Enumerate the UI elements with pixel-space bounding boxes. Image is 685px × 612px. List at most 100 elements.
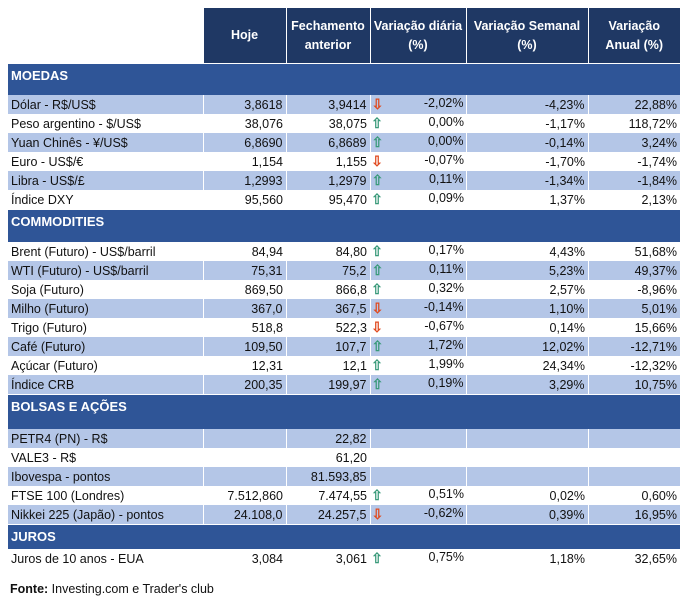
variacao-diaria-value: -0,07% — [424, 153, 464, 167]
table-row: WTI (Futuro) - US$/barril 75,31 75,2 ⇧ 0,11%… — [8, 261, 680, 280]
arrow-down-icon: ⇩ — [371, 153, 383, 169]
fechamento-cell: 24.257,5 — [285, 505, 370, 525]
table-row: Juros de 10 anos - EUA 3,084 3,061 ⇧ 0,75% 1,… — [8, 549, 680, 568]
variacao-semanal-cell: 24,34% — [542, 358, 585, 373]
table-row: Índice CRB 200,35 199,97 ⇧ 0,19% 3,29% 10,75% — [8, 375, 680, 395]
header-variacao-semanal: Variação Semanal (%) — [465, 8, 588, 64]
row-label: Índice CRB — [8, 375, 203, 395]
row-label: Trigo (Futuro) — [11, 320, 87, 335]
variacao-diaria-cell: ⇩ -0,07% — [370, 152, 466, 171]
arrow-up-icon: ⇧ — [371, 172, 384, 188]
variacao-semanal-cell: 4,43% — [549, 244, 585, 259]
variacao-diaria-cell: ⇧ 1,99% — [370, 356, 466, 375]
table-row: Libra - US$/£ 1,2993 1,2979 ⇧ 0,11% -1,34% -1,… — [8, 171, 680, 190]
table-row: Ibovespa - pontos 81.593,85 — [8, 467, 680, 486]
variacao-diaria-cell: ⇧ 1,72% — [369, 337, 466, 356]
table-row: Milho (Futuro) 367,0 367,5 ⇩ -0,14% 1,10% 5,01… — [8, 299, 680, 318]
variacao-diaria-cell: ⇧ 0,11% — [369, 261, 466, 280]
variacao-semanal-cell: 2,57% — [549, 282, 585, 297]
arrow-up-icon: ⇧ — [371, 115, 383, 131]
variacao-semanal-cell: 1,37% — [549, 192, 585, 207]
hoje-cell: 84,94 — [251, 244, 283, 259]
variacao-diaria-cell: ⇧ 0,00% — [369, 133, 466, 152]
table-row: FTSE 100 (Londres) 7.512,860 7.474,55 ⇧ 0,51… — [8, 486, 680, 505]
arrow-up-icon: ⇧ — [371, 243, 383, 259]
fechamento-cell: 95,470 — [328, 192, 367, 207]
variacao-diaria-value: 0,11% — [428, 262, 464, 276]
variacao-anual-cell: 49,37% — [587, 261, 680, 280]
market-table-container: Hoje Fechamento anterior Variação diária(… — [8, 8, 680, 568]
row-label: Índice DXY — [11, 192, 74, 207]
variacao-anual-cell: 2,13% — [641, 192, 677, 207]
row-label: PETR4 (PN) - R$ — [8, 429, 203, 448]
hoje-cell — [203, 448, 286, 467]
hoje-cell: 24.108,0 — [202, 505, 286, 525]
hoje-cell: 518,8 — [251, 320, 283, 335]
variacao-diaria-cell: ⇧ 0,09% — [370, 190, 466, 210]
variacao-diaria-cell: ⇩ -0,14% — [369, 299, 466, 318]
header-variacao-anual: Variação Anual (%) — [587, 8, 680, 64]
arrow-up-icon: ⇧ — [371, 550, 383, 566]
variacao-diaria-cell: ⇧ 0,17% — [370, 242, 466, 261]
section-header: BOLSAS E AÇÕES — [8, 394, 680, 429]
variacao-diaria-cell: ⇧ 0,11% — [369, 171, 466, 190]
row-label: VALE3 - R$ — [11, 450, 77, 465]
row-label: Brent (Futuro) - US$/barril — [11, 244, 156, 259]
fechamento-cell: 367,5 — [285, 299, 370, 318]
variacao-semanal-cell: 3,29% — [465, 375, 588, 395]
arrow-up-icon: ⇧ — [371, 376, 384, 392]
hoje-cell: 109,50 — [202, 337, 286, 356]
variacao-anual-cell: 16,95% — [587, 505, 680, 525]
variacao-anual-cell: 32,65% — [634, 551, 677, 566]
variacao-anual-cell: 51,68% — [634, 244, 677, 259]
arrow-up-icon: ⇧ — [371, 191, 383, 207]
hoje-cell: 367,0 — [202, 299, 286, 318]
variacao-diaria-cell: ⇩ -2,02% — [369, 95, 466, 114]
table-row: Índice DXY 95,560 95,470 ⇧ 0,09% 1,37% 2,13% — [8, 190, 680, 210]
variacao-semanal-cell: 1,10% — [465, 299, 588, 318]
table-row: Peso argentino - $/US$ 38,076 38,075 ⇧ 0,00%… — [8, 114, 680, 133]
table-row: Nikkei 225 (Japão) - pontos 24.108,0 24.25… — [8, 505, 680, 525]
variacao-diaria-value: 0,11% — [428, 172, 464, 186]
section-header: JUROS — [8, 524, 680, 549]
fechamento-cell: 866,8 — [335, 282, 367, 297]
row-label: WTI (Futuro) - US$/barril — [8, 261, 203, 280]
variacao-diaria-value: 0,09% — [428, 191, 464, 205]
hoje-cell: 3,084 — [251, 551, 283, 566]
fechamento-cell: 1,155 — [335, 154, 367, 169]
variacao-semanal-cell: 5,23% — [465, 261, 588, 280]
variacao-anual-cell: -12,32% — [630, 358, 677, 373]
fechamento-cell: 107,7 — [285, 337, 370, 356]
row-label: Yuan Chinês - ¥/US$ — [8, 133, 203, 152]
variacao-diaria-cell: ⇩ -0,62% — [369, 505, 466, 525]
table-row: Trigo (Futuro) 518,8 522,3 ⇩ -0,67% 0,14% 15,6… — [8, 318, 680, 337]
variacao-semanal-cell: 0,14% — [549, 320, 585, 335]
variacao-diaria-value: 0,51% — [428, 487, 464, 501]
variacao-diaria-value: -2,02% — [423, 96, 464, 110]
table-row: Brent (Futuro) - US$/barril 84,94 84,80 ⇧ 0,… — [8, 242, 680, 261]
hoje-cell: 75,31 — [202, 261, 286, 280]
variacao-diaria-cell: ⇧ 0,75% — [370, 549, 466, 568]
fechamento-cell: 61,20 — [335, 450, 367, 465]
variacao-anual-cell: 0,60% — [641, 488, 677, 503]
arrow-up-icon: ⇧ — [371, 487, 383, 503]
variacao-diaria-value: 1,99% — [428, 357, 464, 371]
fechamento-cell: 81.593,85 — [285, 467, 370, 486]
fechamento-cell: 3,061 — [335, 551, 367, 566]
variacao-semanal-cell — [466, 448, 588, 467]
row-label: FTSE 100 (Londres) — [11, 488, 125, 503]
table-row: VALE3 - R$ 61,20 — [8, 448, 680, 467]
variacao-diaria-cell — [369, 429, 466, 448]
row-label: Açúcar (Futuro) — [11, 358, 98, 373]
row-label: Milho (Futuro) — [8, 299, 203, 318]
arrow-up-icon: ⇧ — [371, 134, 384, 150]
table-row: Açúcar (Futuro) 12,31 12,1 ⇧ 1,99% 24,34% -12,… — [8, 356, 680, 375]
hoje-cell: 95,560 — [244, 192, 283, 207]
section-header: COMMODITIES — [8, 209, 680, 242]
variacao-diaria-cell: ⇧ 0,51% — [370, 486, 466, 505]
row-label: Libra - US$/£ — [8, 171, 203, 190]
variacao-diaria-value: 0,19% — [428, 376, 464, 390]
fechamento-cell: 6,8689 — [285, 133, 370, 152]
source-note: Fonte: Investing.com e Trader's club — [10, 582, 214, 596]
variacao-diaria-cell: ⇩ -0,67% — [370, 318, 466, 337]
